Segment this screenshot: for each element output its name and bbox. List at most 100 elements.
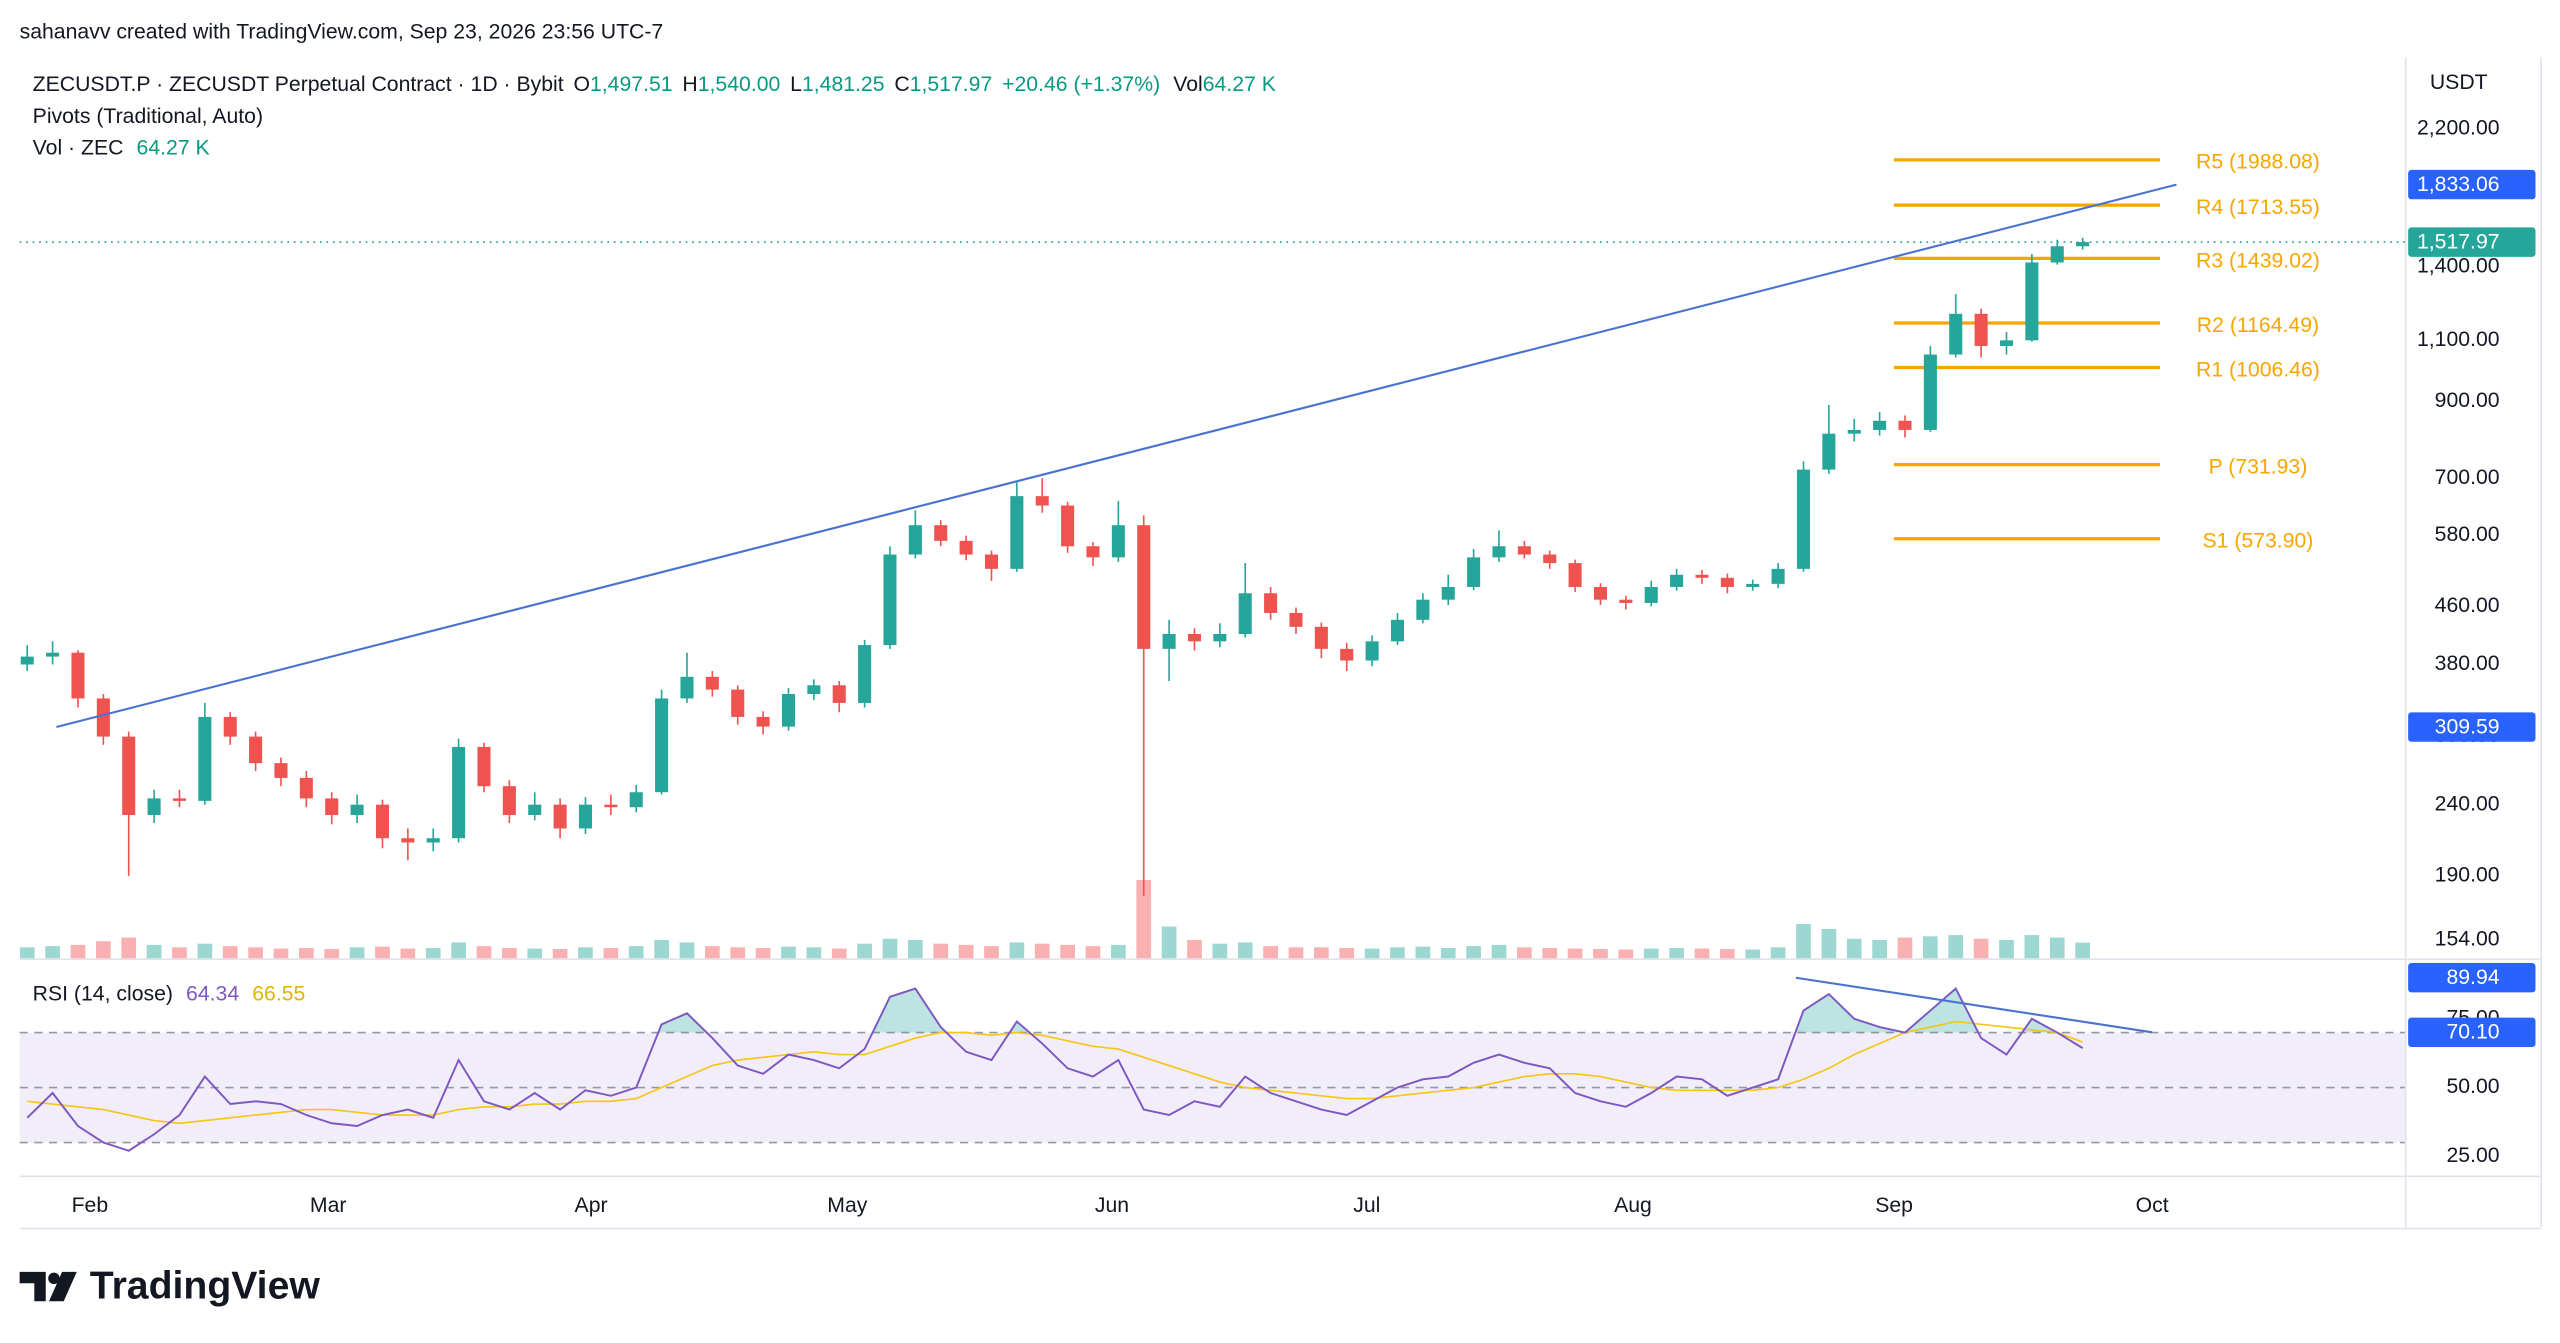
- candle-body: [198, 716, 212, 801]
- volume-bar: [1618, 949, 1634, 959]
- candle-body: [1086, 546, 1100, 558]
- pivot-label: R5 (1988.08): [2196, 151, 2320, 174]
- volume-bar: [1364, 948, 1380, 959]
- ohlc-value: 1,481.25: [802, 73, 885, 96]
- y-tick-label: 1,400.00: [2417, 254, 2500, 277]
- candle-body: [401, 838, 415, 843]
- volume-bar: [1745, 949, 1761, 959]
- volume-bar: [1948, 935, 1964, 959]
- volume-bar: [2049, 937, 2065, 959]
- volume-bar: [781, 946, 796, 959]
- candle-body: [1923, 354, 1937, 430]
- y-tick-label: 190.00: [2435, 864, 2500, 887]
- watermark: sahanavv created with TradingView.com, S…: [20, 20, 664, 43]
- candle-body: [46, 652, 60, 657]
- candle-body: [578, 804, 593, 829]
- volume-bar: [349, 947, 365, 959]
- y-tick-label: 460.00: [2435, 594, 2500, 617]
- volume-bar: [273, 948, 289, 959]
- trendline-label-box: [2408, 712, 2536, 742]
- pivot-label: R3 (1439.02): [2196, 249, 2320, 272]
- overbought-fill: [658, 988, 2058, 1033]
- volume-bar: [146, 944, 162, 959]
- volume-bar: [2024, 935, 2040, 959]
- ohlc-key: O: [573, 73, 590, 96]
- pivot-label: R4 (1713.55): [2196, 196, 2320, 219]
- candle-body: [325, 798, 339, 816]
- rsi-trendline-label-box: [2408, 1017, 2536, 1047]
- candle-body: [1492, 546, 1506, 558]
- candle-body: [629, 792, 643, 808]
- candle-body: [2076, 242, 2090, 247]
- main-pane: [19, 158, 2405, 959]
- volume-bar: [730, 947, 746, 959]
- x-tick-label: May: [827, 1194, 867, 1217]
- vol-value: 64.27 K: [1203, 73, 1276, 96]
- volume-bar: [806, 947, 822, 959]
- rsi-title: RSI (14, close): [33, 982, 173, 1005]
- ohlc-key: H: [682, 73, 697, 96]
- candle-body: [1796, 469, 1811, 569]
- candle-body: [1390, 619, 1405, 642]
- volume-bar: [1643, 948, 1659, 959]
- volume-bar: [1060, 944, 1075, 959]
- volume-bar: [984, 946, 999, 959]
- volume-bar: [1187, 939, 1202, 959]
- volume-bar: [1517, 947, 1532, 959]
- vol-study: Vol · ZEC 64.27 K: [33, 136, 210, 159]
- volume-bar: [2075, 942, 2090, 959]
- pivot-label: S1 (573.90): [2202, 530, 2313, 553]
- candle-body: [1314, 626, 1328, 649]
- volume-bar: [1593, 949, 1608, 959]
- volume-bar: [1669, 948, 1684, 959]
- candle-body: [1264, 593, 1278, 613]
- candle-body: [20, 656, 34, 665]
- volume-bar: [1770, 947, 1786, 959]
- pivot-label: R1 (1006.46): [2196, 358, 2320, 381]
- volume-bar: [882, 938, 898, 959]
- volume-bar: [1796, 924, 1811, 959]
- volume-bar: [70, 944, 86, 959]
- candle-body: [122, 736, 136, 816]
- volume-bar: [1897, 937, 1913, 959]
- symbol: ZECUSDT.P · ZECUSDT Perpetual Contract ·…: [33, 73, 564, 96]
- volume-bar: [1136, 879, 1152, 959]
- volume-bar: [958, 944, 974, 959]
- rsi-trendline-label-box: [2408, 963, 2536, 993]
- candle-body: [883, 554, 897, 646]
- candle-body: [781, 693, 796, 727]
- candle-body: [350, 804, 364, 816]
- volume-bar: [1415, 946, 1431, 959]
- candle-body: [1517, 546, 1531, 555]
- logo-icon: [48, 1272, 60, 1285]
- x-tick-label: Oct: [2136, 1194, 2169, 1217]
- x-tick-label: Aug: [1614, 1194, 1652, 1217]
- candle-body: [452, 746, 466, 839]
- last-price-label-box: [2408, 227, 2536, 257]
- candle-body: [1010, 496, 1024, 569]
- candle-body: [426, 838, 440, 843]
- volume-bar: [425, 948, 441, 959]
- candle-body: [984, 554, 999, 569]
- candle-body: [1238, 593, 1252, 634]
- volume-bar: [1846, 938, 1862, 959]
- x-tick-label: Jun: [1095, 1194, 1129, 1217]
- volume-bar: [603, 948, 619, 959]
- last-price-label: 1,517.97: [2417, 231, 2500, 254]
- volume-bar: [222, 946, 238, 959]
- frame: [19, 57, 2543, 1230]
- trendline-label-box: [2408, 169, 2536, 200]
- candle-body: [1847, 429, 1861, 434]
- candle-body: [71, 652, 85, 699]
- rsi-value: 64.34: [186, 982, 239, 1005]
- currency: USDT: [2430, 71, 2488, 94]
- x-tick-label: Jul: [1353, 1194, 1380, 1217]
- candle-body: [1035, 496, 1049, 506]
- candle-body: [1187, 633, 1202, 642]
- logo-icon: [48, 1271, 77, 1302]
- candle-body: [223, 716, 237, 737]
- ohlc-key: C: [894, 73, 909, 96]
- volume-bar: [172, 947, 187, 959]
- rsi-tick-label: 50.00: [2446, 1075, 2499, 1098]
- volume-bar: [375, 946, 390, 959]
